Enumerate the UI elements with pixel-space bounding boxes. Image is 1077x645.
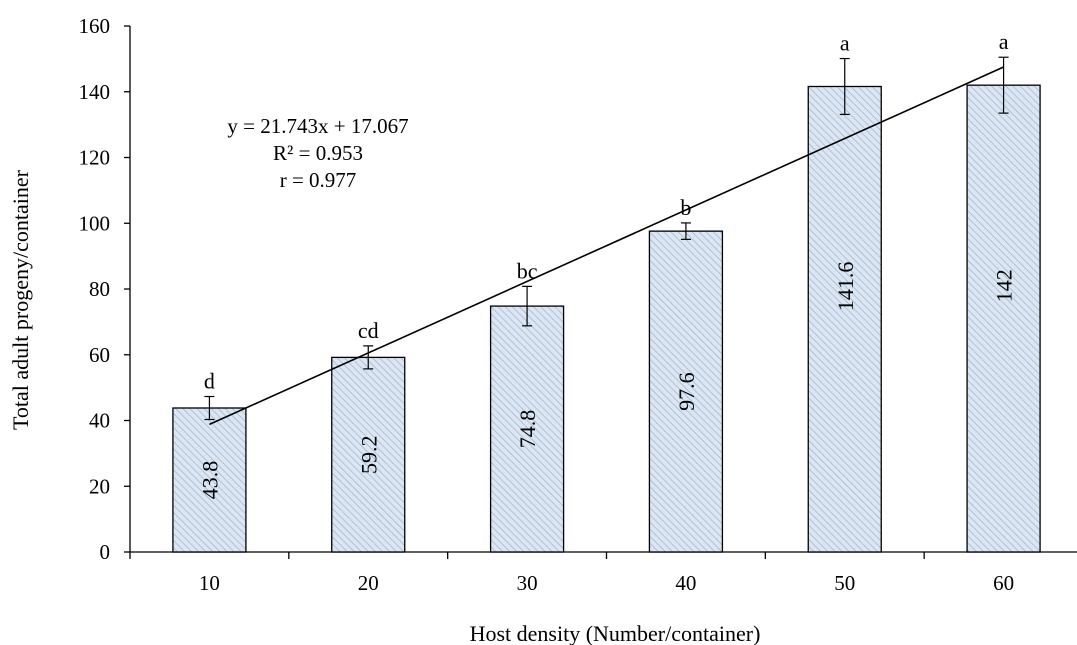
trendline [209, 66, 1004, 426]
bar-value-label: 142 [992, 269, 1017, 302]
bar-value-label: 97.6 [674, 372, 699, 411]
significance-letter: a [999, 29, 1009, 54]
regression-annotation: y = 21.743x + 17.067 R² = 0.953 r = 0.97… [227, 114, 408, 192]
y-tick-label: 140 [79, 80, 111, 104]
r-squared-label: R² = 0.953 [273, 141, 363, 165]
y-tick-label: 20 [89, 474, 110, 498]
significance-letter: d [204, 369, 215, 394]
plot-area: 0 20 40 60 80 100 120 140 160 d 43.8 10 cd 59.2 20 bc 74… [79, 14, 1077, 595]
bar [807, 85, 882, 553]
y-tick-label: 100 [79, 211, 111, 235]
x-tick-label: 20 [358, 571, 379, 595]
bar [966, 84, 1041, 553]
x-axis-title: Host density (Number/container) [470, 621, 761, 645]
bar [489, 305, 565, 553]
y-tick-label: 120 [79, 146, 111, 170]
y-tick-label: 0 [100, 540, 111, 564]
r-label: r = 0.977 [280, 168, 357, 192]
y-axis-title: Total adult progeny/container [8, 169, 33, 430]
bar [172, 407, 247, 553]
bar [648, 230, 724, 553]
bar-value-label: 141.6 [833, 262, 858, 312]
significance-letter: bc [517, 258, 538, 283]
significance-letter: a [840, 31, 850, 56]
x-tick-label: 10 [199, 571, 220, 595]
y-tick-label: 160 [79, 14, 111, 38]
bar-value-label: 59.2 [356, 435, 381, 474]
bar-value-label: 43.8 [197, 461, 222, 500]
y-tick-label: 40 [89, 409, 110, 433]
x-tick-label: 60 [993, 571, 1014, 595]
x-tick-label: 40 [675, 571, 696, 595]
y-tick-label: 80 [89, 277, 110, 301]
x-tick-label: 50 [834, 571, 855, 595]
bar-value-label: 74.8 [515, 410, 540, 449]
significance-letter: b [680, 195, 691, 220]
regression-equation: y = 21.743x + 17.067 [227, 114, 408, 138]
bar [331, 356, 406, 553]
y-tick-label: 60 [89, 343, 110, 367]
significance-letter: cd [358, 318, 379, 343]
x-tick-label: 30 [517, 571, 538, 595]
